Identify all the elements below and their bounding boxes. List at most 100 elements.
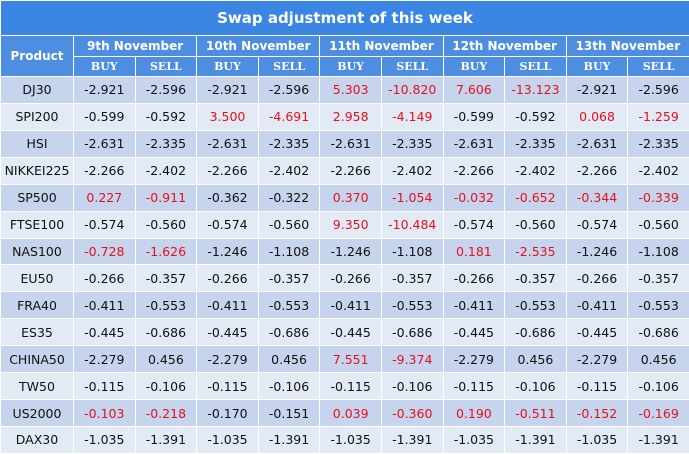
sell-value-cell: -0.686 [134,318,198,347]
table-body: DJ30 -2.921 -2.596 -2.921 -2.596 5.303 -10.820… [0,76,689,454]
date-header: 11th November [319,35,444,57]
buy-value-cell: -0.599 [442,102,506,131]
buy-value-cell: -0.115 [196,372,259,401]
sell-value-cell: 0.456 [257,345,321,374]
sell-value-cell: -0.322 [257,183,321,212]
buy-value-cell: -0.574 [73,210,136,239]
table-title: Swap adjustment of this week [0,0,689,36]
buy-value-cell: -0.445 [442,318,506,347]
buy-value-cell: -2.266 [73,156,136,185]
buy-value-cell: -2.631 [442,129,506,158]
sell-value-cell: -1.108 [380,237,444,266]
buy-value-cell: -0.445 [196,318,259,347]
table-row: NIKKEI225 -2.266 -2.402 -2.266 -2.402 -2.266-… [0,156,689,185]
sell-value-cell: -0.686 [380,318,444,347]
sell-value-cell: -0.911 [134,183,198,212]
sell-value-cell: -1.054 [380,183,444,212]
table-row: US2000 -0.103 -0.218 -0.170 -0.151 0.039 -0.36… [0,399,689,427]
sell-value-cell: -0.553 [257,291,321,320]
product-cell: DJ30 [0,76,74,104]
buy-value-cell: -1.035 [442,425,506,454]
sell-value-cell: -2.402 [504,156,567,185]
product-cell: DAX30 [0,425,74,454]
sell-value-cell: -0.553 [504,291,567,320]
product-column-header: Product [0,35,74,77]
sell-value-cell: -0.686 [627,318,689,347]
buy-value-cell: -0.115 [73,372,136,401]
buy-value-cell: -0.445 [565,318,629,347]
buy-value-cell: 0.068 [565,102,629,131]
table-row: FTSE100 -0.574 -0.560 -0.574 -0.560 9.350 -10.… [0,210,689,239]
sell-value-cell: -0.686 [257,318,321,347]
buy-value-cell: -2.266 [565,156,629,185]
buy-value-cell: -1.035 [565,425,629,454]
sell-value-cell: -2.402 [380,156,444,185]
table-row: DAX30 -1.035 -1.391 -1.035 -1.391 -1.035 -1.39… [0,425,689,454]
sell-header: SELL [504,56,567,77]
table-row: CHINA50 -2.279 0.456 -2.279 0.456 7.551 -9.374… [0,345,689,374]
sell-value-cell: -2.402 [257,156,321,185]
buy-value-cell: -0.728 [73,237,136,266]
buy-value-cell: -0.445 [319,318,382,347]
sell-value-cell: -0.560 [504,210,567,239]
buy-value-cell: -1.246 [565,237,629,266]
buy-value-cell: -0.266 [196,264,259,293]
buy-value-cell: -0.115 [565,372,629,401]
sell-value-cell: -2.335 [257,129,321,158]
table-row: ES35 -0.445 -0.686 -0.445 -0.686 -0.445 -0.686… [0,318,689,347]
sell-value-cell: -0.360 [380,399,444,427]
sell-value-cell: -0.106 [134,372,198,401]
buy-header: BUY [73,56,136,77]
sell-value-cell: -10.820 [380,76,444,104]
buy-value-cell: -0.411 [442,291,506,320]
sell-value-cell: -0.553 [380,291,444,320]
sell-value-cell: -1.108 [627,237,689,266]
buy-value-cell: 3.500 [196,102,259,131]
buy-header: BUY [196,56,259,77]
table-row: NAS100 -0.728 -1.626 -1.246 -1.108 -1.246 -1.1… [0,237,689,266]
buy-value-cell: -1.035 [319,425,382,454]
buy-value-cell: -2.631 [196,129,259,158]
buy-value-cell: 0.039 [319,399,382,427]
product-cell: SP500 [0,183,74,212]
sell-value-cell: -0.106 [627,372,689,401]
product-cell: EU50 [0,264,74,293]
sell-value-cell: -1.108 [257,237,321,266]
sell-value-cell: -0.357 [627,264,689,293]
buy-value-cell: -0.344 [565,183,629,212]
sell-value-cell: -0.106 [504,372,567,401]
buy-value-cell: -0.115 [319,372,382,401]
table-row: TW50 -0.115 -0.106 -0.115 -0.106 -0.115 -0.106… [0,372,689,401]
table-row: HSI -2.631 -2.335 -2.631 -2.335 -2.631 -2.335-… [0,129,689,158]
sell-value-cell: -0.357 [257,264,321,293]
sell-header: SELL [627,56,689,77]
buy-value-cell: -0.266 [73,264,136,293]
buy-value-cell: -0.115 [442,372,506,401]
sell-value-cell: -2.335 [504,129,567,158]
buy-value-cell: -0.170 [196,399,259,427]
buy-value-cell: 0.181 [442,237,506,266]
sell-value-cell: -9.374 [380,345,444,374]
sell-value-cell: -1.391 [504,425,567,454]
sell-value-cell: -0.592 [504,102,567,131]
sell-value-cell: -4.149 [380,102,444,131]
buy-value-cell: -1.246 [319,237,382,266]
sell-value-cell: -2.402 [134,156,198,185]
sell-value-cell: -0.357 [134,264,198,293]
sell-value-cell: -0.339 [627,183,689,212]
sell-value-cell: 0.456 [627,345,689,374]
sell-value-cell: 0.456 [504,345,567,374]
sell-value-cell: -2.335 [627,129,689,158]
buy-header: BUY [319,56,382,77]
buy-value-cell: -2.921 [565,76,629,104]
buy-value-cell: -0.574 [196,210,259,239]
buy-value-cell: 0.190 [442,399,506,427]
sell-value-cell: -2.535 [504,237,567,266]
buy-value-cell: -2.631 [319,129,382,158]
buy-value-cell: 9.350 [319,210,382,239]
sell-value-cell: -1.391 [627,425,689,454]
sell-value-cell: -0.511 [504,399,567,427]
table-row: EU50 -0.266 -0.357 -0.266 -0.357 -0.266 -0.357… [0,264,689,293]
buy-value-cell: -2.279 [73,345,136,374]
